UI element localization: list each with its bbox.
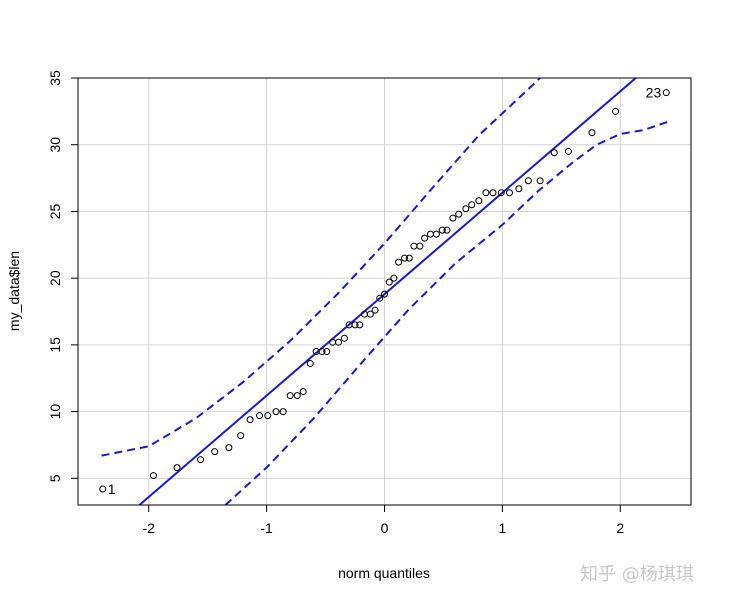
data-point [390,274,398,282]
x-tick-label: 1 [498,520,506,536]
data-point [286,392,294,400]
data-point [438,226,446,234]
data-point [371,306,379,314]
data-point [256,412,264,420]
data-point [279,408,287,416]
data-point [356,321,364,329]
data-point [536,177,544,185]
data-point [515,185,523,193]
data-point [662,89,670,97]
data-point [462,205,470,213]
data-point [149,472,157,480]
data-point [410,242,418,250]
data-point [351,321,359,329]
data-point [225,444,233,452]
data-point [173,464,181,472]
data-point [211,448,219,456]
reference-line [137,78,638,505]
data-point [489,189,497,197]
y-axis-label: my_data$len [6,251,22,331]
data-point [468,201,476,209]
y-tick-label: 15 [47,337,63,353]
data-point [443,226,451,234]
data-point [401,254,409,262]
y-tick-label: 30 [47,137,63,153]
data-point [306,360,314,368]
data-point [395,258,403,266]
data-point [482,189,490,197]
y-tick-label: 35 [47,70,63,86]
x-axis-label: norm quantiles [338,565,430,581]
data-point [381,290,388,298]
data-point [272,408,280,416]
x-tick-label: -2 [143,520,156,536]
x-axis: -2 -1 0 1 2 [143,504,624,536]
data-point [426,230,434,238]
envelope-lower [224,121,668,505]
x-tick-label: -1 [260,520,273,536]
point-label: 1 [108,481,116,497]
data-point [264,412,272,420]
data-point [564,147,572,155]
y-tick-label: 25 [47,203,63,219]
data-point [524,177,532,185]
data-point [449,214,457,222]
data-point [293,392,301,400]
data-point [588,129,596,137]
data-point [432,230,440,238]
data-point [246,416,254,424]
point-label: 23 [646,85,662,101]
x-tick-label: 0 [381,520,389,536]
y-tick-label: 10 [47,404,63,420]
point-labels: 1 23 [108,85,662,497]
data-point [505,189,513,197]
data-point [237,432,245,440]
confidence-envelope [101,78,668,505]
data-point [455,210,463,218]
data-point [299,388,307,396]
data-point [340,334,348,342]
data-point [405,254,413,262]
data-points [99,89,670,493]
data-point [612,107,620,115]
watermark-text: 知乎 @杨琪琪 [580,564,694,585]
y-tick-label: 20 [47,270,63,286]
data-point [323,348,331,356]
data-point [376,294,384,302]
data-point [366,310,374,318]
data-point [335,338,343,346]
data-point [385,278,393,286]
data-point [475,197,483,205]
reference-line-group [137,78,638,505]
y-tick-label: 5 [47,474,63,482]
data-point [99,485,107,493]
data-point [416,242,424,250]
data-point [318,348,326,356]
data-point [197,456,205,464]
x-tick-label: 2 [616,520,624,536]
data-point [421,234,429,242]
data-point [497,189,505,197]
envelope-upper [101,78,541,457]
y-axis: 5 10 15 20 25 30 35 [47,70,79,482]
data-point [550,149,558,157]
